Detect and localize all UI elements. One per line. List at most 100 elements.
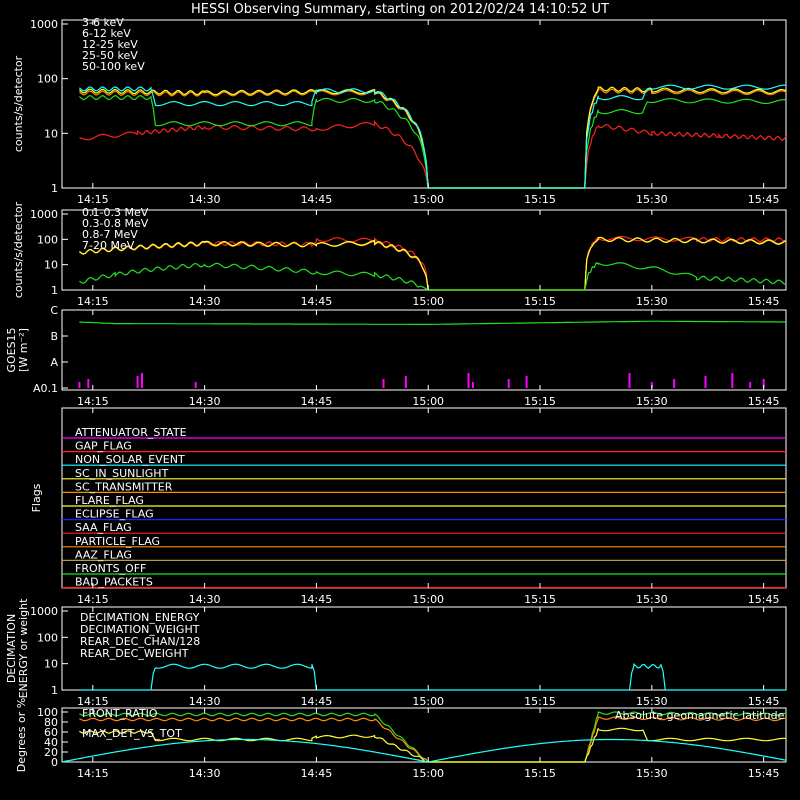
flag-label-gap-flag: GAP_FLAG (75, 440, 132, 453)
series-absolute-geomagnetic-latitude (61, 738, 787, 763)
legend-absolute-geomagnetic-latitude: Absolute geomagnetic latitude (615, 709, 785, 722)
x-tick-label: 14:15 (77, 593, 109, 606)
legend-25-50-kev: 25-50 keV (82, 49, 138, 62)
y-tick-label: 1000 (30, 208, 58, 221)
x-tick-label: 15:30 (636, 193, 668, 206)
series-6-12-kev (78, 88, 787, 189)
y-axis-label: DECIMATION (5, 614, 18, 683)
x-tick-label: 15:00 (412, 395, 444, 408)
y-tick-label: A (50, 356, 58, 369)
series-50-100-kev (78, 84, 787, 189)
x-tick-label: 15:00 (412, 593, 444, 606)
x-tick-label: 14:30 (189, 767, 221, 780)
panel-frame (61, 19, 787, 189)
series-0-8-7-mev (79, 236, 787, 291)
legend-50-100-kev: 50-100 keV (82, 60, 145, 73)
y-tick-label: 10 (44, 127, 58, 140)
y-axis-label-units: [W m⁻²] (17, 328, 30, 372)
x-tick-label: 14:45 (301, 593, 333, 606)
y-tick-label: 1 (51, 182, 58, 195)
series-12-25-kev (78, 86, 787, 189)
y-tick-label: 40 (44, 736, 58, 749)
legend-max-det-vs-tot: MAX_DET_VS_TOT (82, 727, 182, 740)
y-tick-label: 100 (37, 233, 58, 246)
y-tick-label: 1000 (30, 605, 58, 618)
x-tick-label: 14:45 (301, 295, 333, 308)
series-yellow-trace (79, 727, 786, 763)
x-tick-label: 15:45 (748, 295, 780, 308)
y-tick-label: A0.1 (33, 382, 58, 395)
y-tick-label: 10 (44, 658, 58, 671)
y-tick-label: 10 (44, 259, 58, 272)
legend-0-8-7-mev: 0.8-7 MeV (82, 228, 138, 241)
y-axis-label-2: ENERGY or weight (17, 598, 30, 698)
y-tick-label: 100 (37, 631, 58, 644)
x-tick-label: 15:30 (636, 295, 668, 308)
flag-label-sc-in-sunlight: SC_IN_SUNLIGHT (75, 467, 169, 480)
y-axis-label: counts/s/detector (12, 201, 25, 298)
y-tick-label: 20 (44, 746, 58, 759)
legend-6-12-kev: 6-12 keV (82, 27, 131, 40)
y-axis-label: Flags (30, 483, 43, 512)
x-tick-label: 14:30 (189, 295, 221, 308)
y-tick-label: 1 (51, 284, 58, 297)
y-tick-label: 0 (51, 756, 58, 769)
x-tick-label: 15:45 (748, 767, 780, 780)
x-tick-label: 15:30 (636, 695, 668, 708)
legend-7-20-mev: 7-20 MeV (82, 239, 135, 252)
x-tick-label: 15:45 (748, 395, 780, 408)
y-tick-label: C (50, 304, 58, 317)
flag-label-fronts-off: FRONTS_OFF (75, 562, 146, 575)
x-tick-label: 15:00 (412, 695, 444, 708)
x-tick-label: 15:15 (524, 695, 556, 708)
x-tick-label: 14:15 (77, 193, 109, 206)
series-25-50-kev (78, 94, 787, 189)
x-tick-label: 14:45 (301, 395, 333, 408)
x-tick-label: 14:30 (189, 593, 221, 606)
series-7-20-mev (79, 261, 787, 291)
y-tick-label: 1 (51, 684, 58, 697)
flag-label-particle-flag: PARTICLE_FLAG (75, 535, 160, 548)
flag-label-eclipse-flag: ECLIPSE_FLAG (75, 508, 154, 521)
flag-label-non-solar-event: NON_SOLAR_EVENT (75, 453, 185, 466)
series-3-6-kev (79, 120, 787, 189)
y-axis-label: GOES15 (5, 327, 18, 372)
y-tick-label: 1000 (30, 18, 58, 31)
x-tick-label: 14:30 (189, 193, 221, 206)
x-tick-label: 15:00 (412, 193, 444, 206)
legend-decimation-weight: DECIMATION_WEIGHT (80, 623, 200, 636)
x-tick-label: 15:45 (748, 695, 780, 708)
x-tick-label: 14:30 (189, 695, 221, 708)
legend-12-25-kev: 12-25 keV (82, 38, 138, 51)
x-tick-label: 14:45 (301, 695, 333, 708)
x-tick-label: 15:15 (524, 767, 556, 780)
flag-label-flare-flag: FLARE_FLAG (75, 494, 144, 507)
y-tick-label: 80 (44, 716, 58, 729)
x-tick-label: 14:15 (77, 295, 109, 308)
flag-label-aaz-flag: AAZ_FLAG (75, 548, 132, 561)
x-tick-label: 14:45 (301, 767, 333, 780)
x-tick-label: 15:15 (524, 295, 556, 308)
x-tick-label: 15:45 (748, 593, 780, 606)
x-tick-label: 15:45 (748, 193, 780, 206)
legend-front-ratio: FRONT_RATIO (82, 707, 158, 720)
y-axis-label: Degrees or % (15, 698, 28, 772)
legend-rear-dec-chan-128: REAR_DEC_CHAN/128 (80, 635, 200, 648)
chart-title: HESSI Observing Summary, starting on 201… (191, 2, 609, 17)
legend-decimation-energy: DECIMATION_ENERGY (80, 611, 200, 624)
legend-rear-dec-weight: REAR_DEC_WEIGHT (80, 647, 189, 660)
y-tick-label: 60 (44, 726, 58, 739)
x-tick-label: 15:30 (636, 767, 668, 780)
flag-label-saa-flag: SAA_FLAG (75, 521, 132, 534)
x-tick-label: 15:00 (412, 767, 444, 780)
x-tick-label: 15:30 (636, 593, 668, 606)
series-goes-long (79, 320, 786, 325)
x-tick-label: 15:15 (524, 593, 556, 606)
x-tick-label: 14:15 (77, 695, 109, 708)
series-rear-dec-chan-128 (79, 662, 786, 691)
y-tick-label: B (50, 330, 58, 343)
x-tick-label: 14:15 (77, 395, 109, 408)
x-tick-label: 15:00 (412, 295, 444, 308)
panel-frame (61, 707, 787, 763)
